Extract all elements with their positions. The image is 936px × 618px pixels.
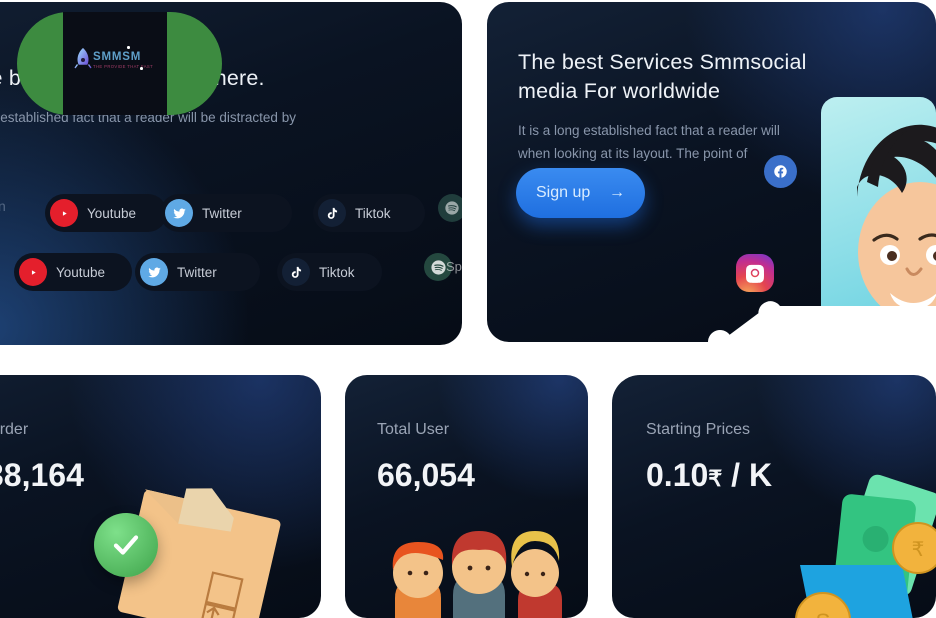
- svg-text:S: S: [816, 609, 831, 618]
- svg-text:₹: ₹: [912, 539, 925, 561]
